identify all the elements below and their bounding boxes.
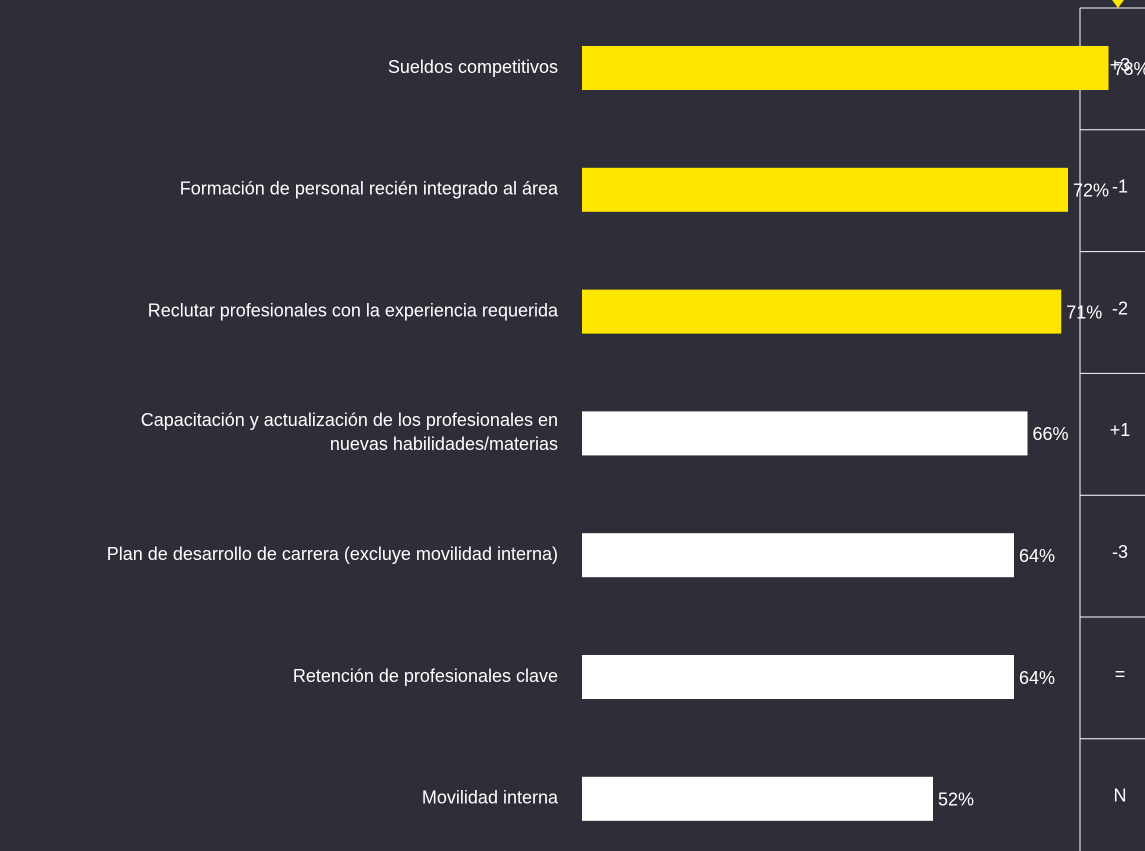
bar — [582, 533, 1014, 578]
category-label: Retención de profesionales clave — [293, 666, 558, 686]
bar — [582, 411, 1028, 456]
value-label: 66% — [1033, 424, 1069, 444]
change-label: -1 — [1112, 177, 1128, 197]
bar — [582, 655, 1014, 699]
bar — [582, 46, 1109, 90]
bar — [582, 167, 1068, 212]
category-label: Sueldos competitivos — [388, 57, 558, 77]
indicator-triangle — [1112, 0, 1124, 8]
change-label: +3 — [1110, 55, 1131, 75]
value-label: 71% — [1066, 302, 1102, 322]
value-label: 78% — [1114, 59, 1145, 79]
change-label: -2 — [1112, 298, 1128, 318]
category-label: Capacitación y actualización de los prof… — [141, 410, 558, 430]
category-label: nuevas habilidades/materias — [330, 434, 558, 454]
category-label: Reclutar profesionales con la experienci… — [148, 300, 559, 320]
change-label: -3 — [1112, 542, 1128, 562]
value-label: 52% — [938, 790, 974, 810]
change-label: = — [1115, 664, 1126, 684]
category-label: Formación de personal recién integrado a… — [180, 179, 559, 199]
bar — [582, 776, 933, 821]
category-label: Movilidad interna — [422, 788, 559, 808]
category-label: Plan de desarrollo de carrera (excluye m… — [107, 544, 558, 564]
value-label: 64% — [1019, 546, 1055, 566]
change-label: N — [1114, 786, 1127, 806]
bar — [582, 289, 1062, 334]
value-label: 72% — [1073, 181, 1109, 201]
change-label: +1 — [1110, 420, 1131, 440]
value-label: 64% — [1019, 668, 1055, 688]
